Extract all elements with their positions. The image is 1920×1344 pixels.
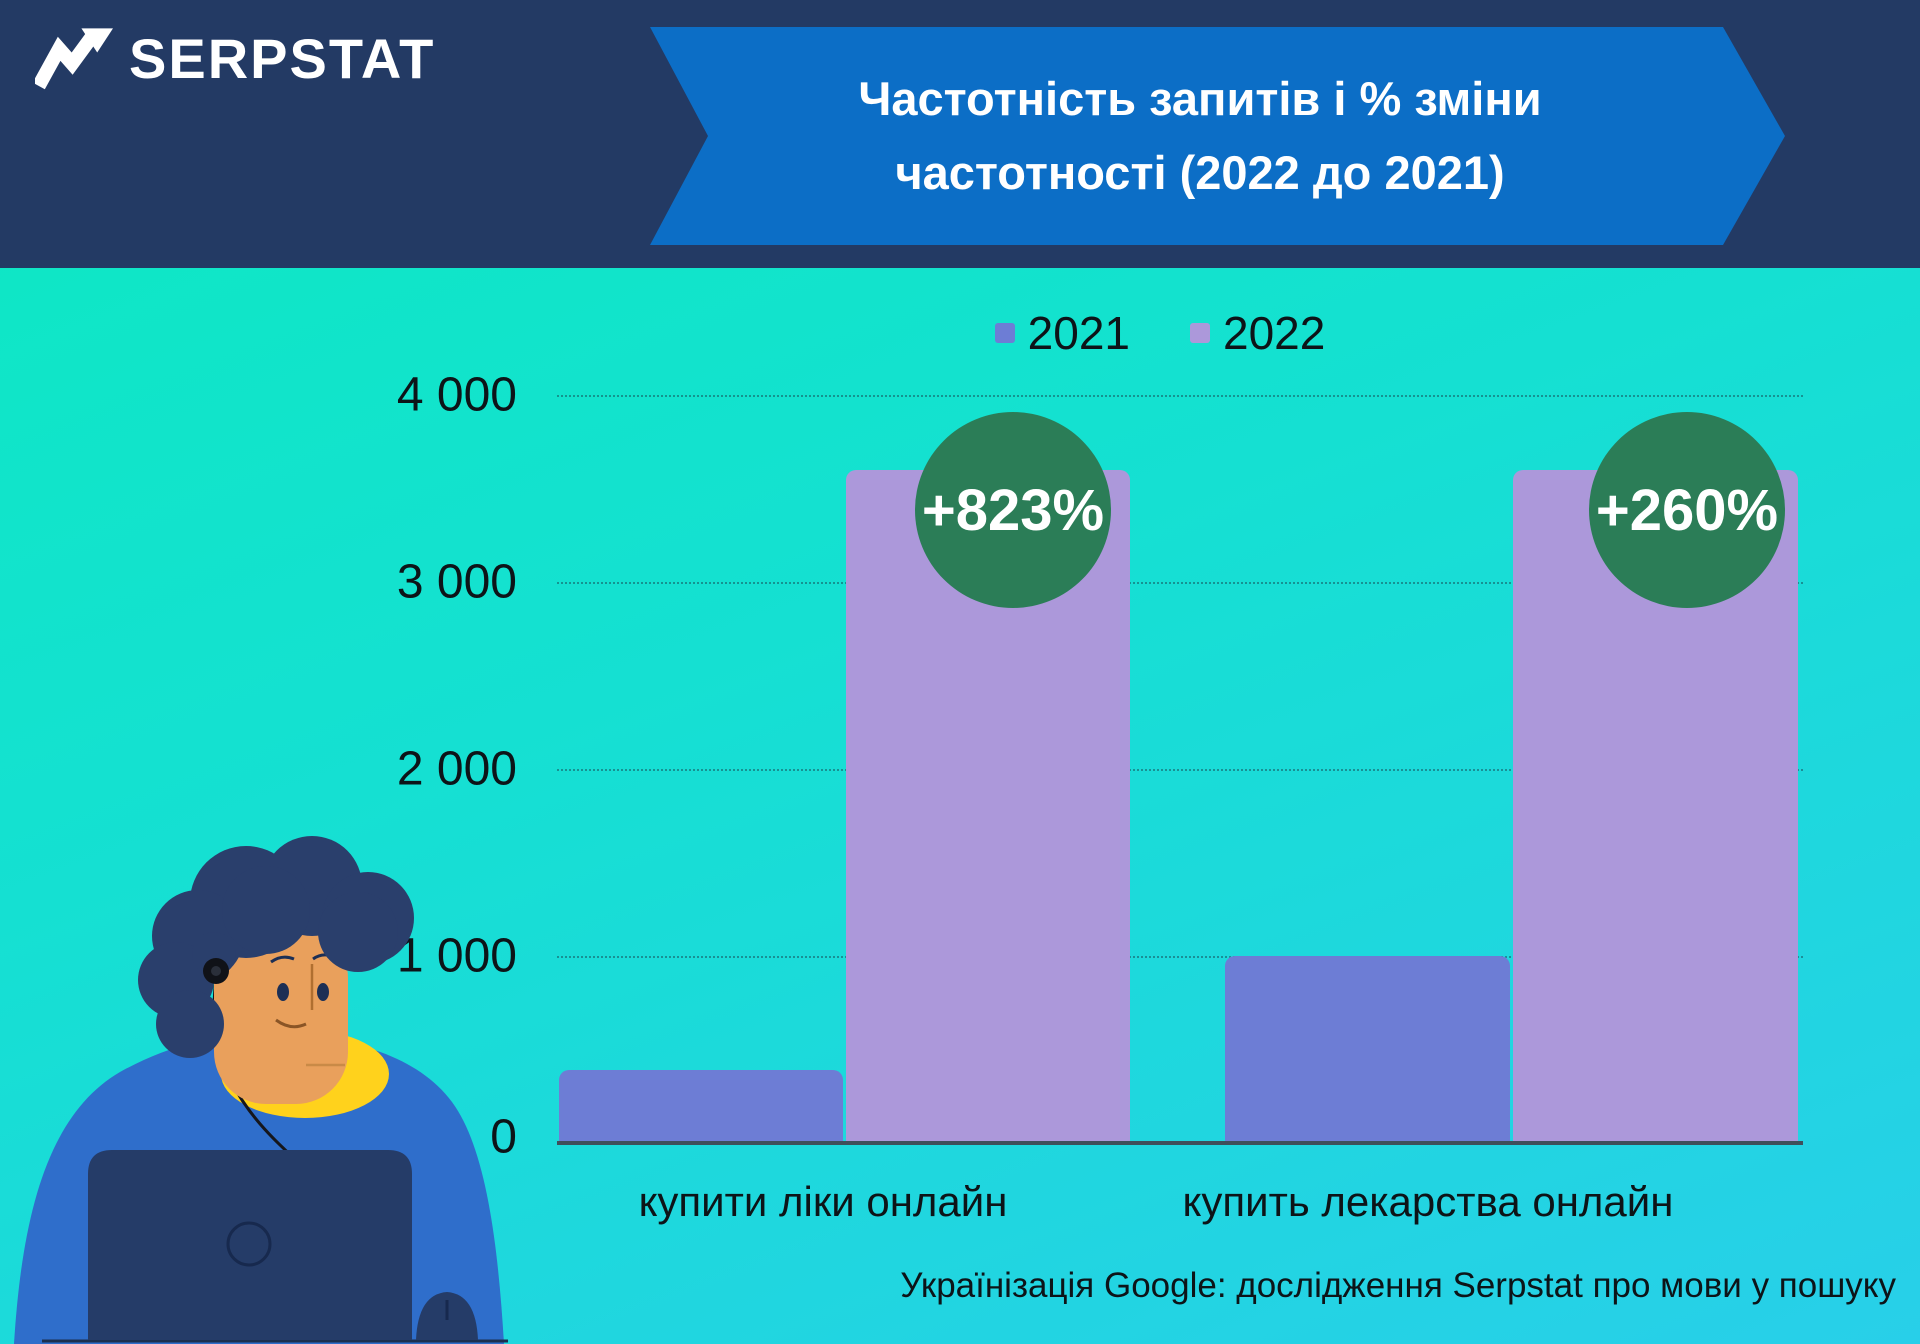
legend-label-2021: 2021 bbox=[1027, 307, 1130, 359]
bar-2021-group1 bbox=[559, 1070, 843, 1143]
hair bbox=[138, 836, 414, 1058]
smile bbox=[275, 1018, 307, 1029]
legend-label-2022: 2022 bbox=[1223, 307, 1326, 359]
legend-item-2022: 2022 bbox=[1190, 306, 1325, 360]
chart-title-line1: Частотність запитів і % зміни bbox=[858, 72, 1542, 125]
category-label-2: купить лекарства онлайн bbox=[1182, 1178, 1674, 1225]
change-badge-group2: +260% bbox=[1589, 412, 1785, 608]
y-tick-label-4000: 4 000 bbox=[396, 368, 517, 422]
title-banner: Частотність запитів і % зміни частотност… bbox=[650, 27, 1785, 245]
legend-marker-2022 bbox=[1190, 323, 1210, 343]
serpstat-logo-text: SERPSTAT bbox=[129, 27, 436, 90]
y-tick-label-2000: 2 000 bbox=[396, 742, 517, 796]
right-eye bbox=[317, 983, 329, 1001]
y-tick-label-0: 0 bbox=[490, 1110, 517, 1164]
bar-2021-group2 bbox=[1225, 956, 1510, 1143]
laptop-logo bbox=[226, 1221, 272, 1267]
serpstat-logo: SERPSTAT bbox=[35, 26, 435, 91]
legend-marker-2021 bbox=[994, 323, 1015, 343]
legend-item-2021: 2021 bbox=[994, 306, 1130, 360]
y-tick-label-3000: 3 000 bbox=[396, 555, 517, 609]
change-badge-label: +823% bbox=[921, 477, 1105, 543]
header-bar: SERPSTAT Частотність запитів і % зміни ч… bbox=[0, 0, 1920, 268]
y-tick-label-1000: 1 000 bbox=[396, 929, 517, 983]
chart-title-line2: частотності (2022 до 2021) bbox=[895, 146, 1505, 199]
gridline-3000 bbox=[557, 582, 1803, 584]
chart-legend: 2021 2022 bbox=[537, 306, 1783, 360]
source-caption: Українізація Google: дослідження Serpsta… bbox=[900, 1266, 1896, 1305]
earbud-center bbox=[211, 966, 221, 976]
person-laptop-illustration bbox=[14, 836, 508, 1344]
gridline-4000 bbox=[557, 395, 1803, 397]
left-eye bbox=[277, 983, 289, 1001]
x-axis-line bbox=[557, 1141, 1803, 1145]
growth-chart-icon bbox=[35, 27, 113, 89]
change-badge-label: +260% bbox=[1595, 477, 1779, 543]
face bbox=[214, 926, 348, 1104]
laptop bbox=[88, 1150, 412, 1340]
category-label-1: купити ліки онлайн bbox=[638, 1178, 1008, 1225]
gridline-2000 bbox=[557, 769, 1803, 771]
gridline-1000 bbox=[557, 956, 1803, 958]
change-badge-group1: +823% bbox=[915, 412, 1111, 608]
left-eyebrow bbox=[270, 955, 295, 964]
